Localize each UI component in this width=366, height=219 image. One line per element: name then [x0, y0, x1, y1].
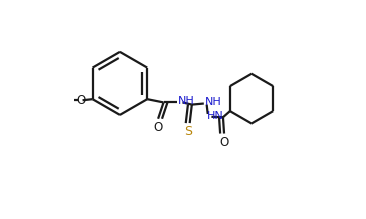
Text: HN: HN: [207, 111, 223, 121]
Text: NH: NH: [205, 97, 222, 108]
Text: O: O: [76, 94, 85, 107]
Text: NH: NH: [178, 96, 194, 106]
Text: S: S: [184, 125, 193, 138]
Text: O: O: [153, 121, 162, 134]
Text: O: O: [219, 136, 229, 149]
